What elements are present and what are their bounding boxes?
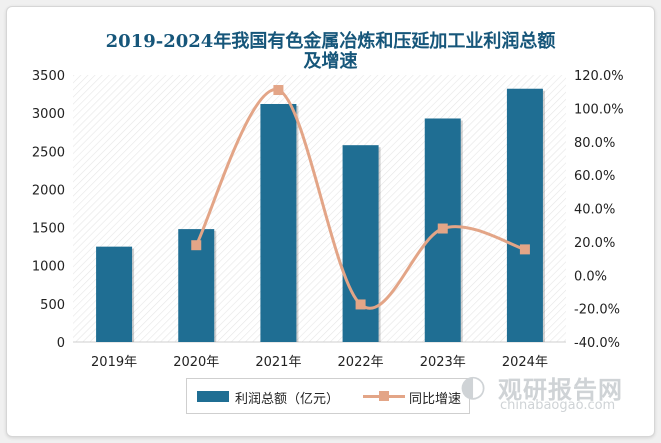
y-right-tick-label: 80.0% — [574, 136, 615, 151]
growth-rate-marker — [273, 85, 284, 96]
y-right-tick-label: -40.0% — [574, 336, 620, 351]
y-left-tick-label: 1000 — [32, 260, 65, 275]
x-category-label: 2020年 — [173, 355, 219, 370]
watermark-logo-icon: ◐ — [460, 369, 487, 404]
x-category-label: 2024年 — [502, 355, 548, 370]
y-left-tick-label: 0 — [57, 336, 65, 351]
chart-legend: 利润总额（亿元） 同比增速 — [186, 378, 470, 414]
watermark-text-cn: 观研报告网 — [498, 376, 623, 404]
bar — [506, 88, 543, 342]
bar — [96, 246, 133, 342]
bar — [260, 103, 297, 342]
y-right-tick-label: 40.0% — [574, 203, 615, 218]
growth-rate-line — [194, 88, 526, 310]
y-left-tick-label: 3500 — [32, 69, 65, 84]
plot-area-background — [73, 75, 566, 342]
y-left-tick-label: 2000 — [32, 183, 65, 198]
growth-rate-marker — [437, 223, 448, 234]
legend-line-label: 同比增速 — [409, 392, 462, 407]
y-right-tick-label: 0.0% — [574, 269, 607, 284]
y-right-tick-label: -20.0% — [574, 303, 620, 318]
bar — [342, 145, 379, 342]
y-left-tick-label: 500 — [40, 298, 65, 313]
x-category-label: 2019年 — [91, 355, 137, 370]
y-left-tick-label: 3000 — [32, 107, 65, 122]
y-right-tick-label: 60.0% — [574, 169, 615, 184]
x-category-label: 2021年 — [255, 355, 301, 370]
x-category-label: 2022年 — [338, 355, 384, 370]
legend-bar-label: 利润总额（亿元） — [235, 392, 340, 407]
chart-title-line-1: 2019-2024年我国有色金属冶炼和压延加工业利润总额 — [105, 31, 556, 52]
legend-bar-swatch — [197, 391, 229, 402]
legend-marker-swatch — [379, 391, 389, 401]
y-left-tick-label: 1500 — [32, 222, 65, 237]
growth-rate-marker — [355, 299, 366, 310]
y-right-tick-label: 120.0% — [574, 69, 624, 84]
y-left-tick-label: 2500 — [32, 145, 65, 160]
growth-rate-marker — [191, 240, 202, 251]
x-category-label: 2023年 — [420, 355, 466, 370]
chart-title-line-2: 及增速 — [303, 51, 358, 72]
y-right-tick-label: 20.0% — [574, 236, 615, 251]
watermark-text-en: chinabaogao.com — [500, 398, 616, 413]
y-right-tick-label: 100.0% — [574, 102, 624, 117]
watermark: ◐ 观研报告网 chinabaogao.com — [460, 368, 650, 418]
growth-rate-marker — [519, 244, 530, 255]
